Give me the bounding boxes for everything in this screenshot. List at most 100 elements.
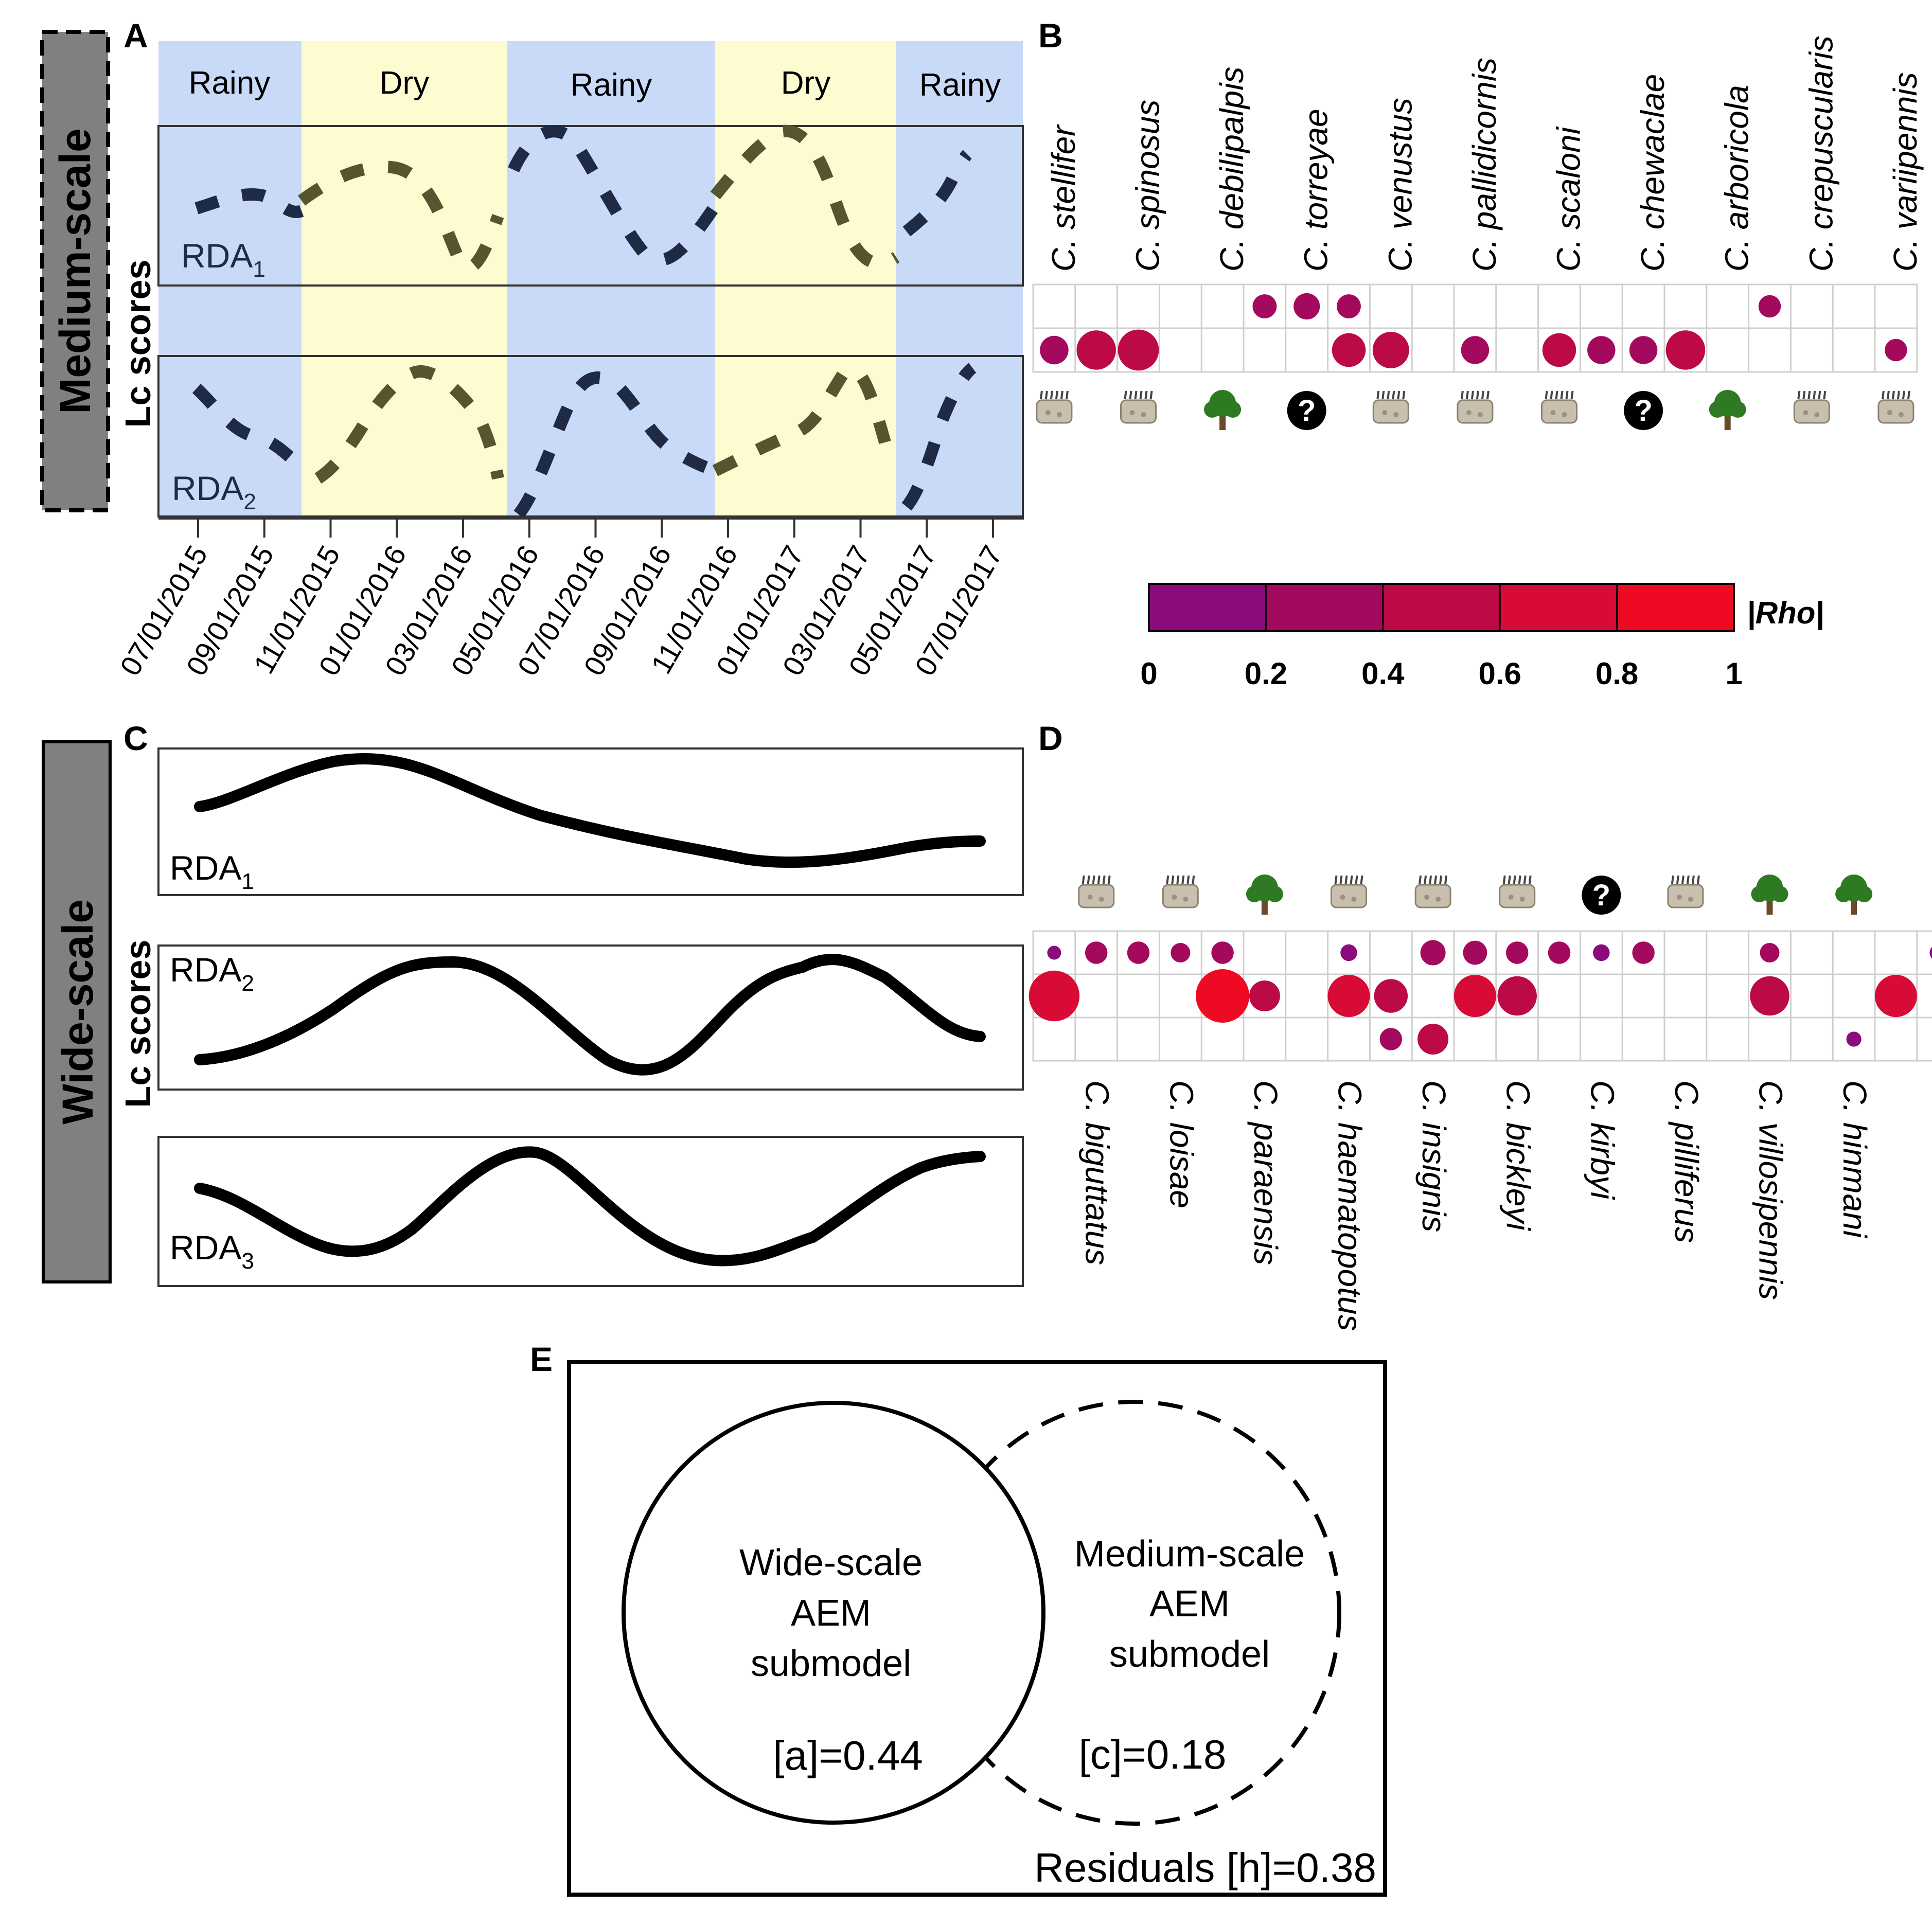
tree-habitat-icon	[1204, 390, 1242, 430]
rda3-label-c: RDA3	[170, 1228, 254, 1274]
season-band-rainy-3	[896, 41, 1023, 516]
ground-habitat-icon	[1162, 875, 1199, 908]
b-dot-r1-c8	[1337, 294, 1361, 318]
d-dot-r1-c15	[1632, 941, 1655, 964]
medium-scale-sidebar	[40, 30, 110, 512]
lc-scores-label-top: Lc scores	[118, 260, 158, 428]
rda1-segment-rainy-3	[902, 150, 972, 237]
panel-letter-c: C	[123, 719, 148, 757]
rda1-segment-rainy-2	[508, 125, 720, 266]
rda2-wide-frame	[157, 944, 1024, 1091]
d-dot-r1-c13	[1548, 941, 1571, 964]
lc-scores-label-bottom: Lc scores	[118, 940, 158, 1108]
species-label-d: C. villosipennis	[1752, 1080, 1789, 1300]
unknown-glyph: ?	[1592, 879, 1610, 912]
a-fraction-label: [a]=0.44	[773, 1733, 923, 1778]
medium-scale-label: Medium-scale	[51, 128, 99, 414]
season-label-2: Dry	[380, 65, 429, 101]
ground-habitat-icon	[1372, 390, 1409, 424]
panel-letter-a: A	[123, 16, 148, 55]
ground-habitat-icon	[1331, 875, 1367, 908]
species-label-d: C. bickleyi	[1500, 1080, 1537, 1231]
panel-d: ? C. biguttatus C. loisae C. paraensis C. h…	[1029, 875, 1932, 1331]
wide-scale-title-line2: AEM	[791, 1593, 871, 1634]
rda1-segment-rainy-1	[194, 188, 304, 218]
species-label-b: C. torreyae	[1298, 109, 1335, 272]
b-dot-r1-c6	[1252, 294, 1277, 318]
d-dot-r2-c8	[1327, 975, 1370, 1017]
wide-scale-title-line3: submodel	[751, 1643, 911, 1684]
d-dot-r2-c18	[1750, 976, 1789, 1016]
medium-scale-title-line1: Medium-scale	[1074, 1533, 1305, 1575]
species-label-d: C. biguttatus	[1079, 1080, 1116, 1265]
panel-b: C. stellifer C. spinosus C. debilipalpis C.…	[1032, 35, 1924, 430]
species-label-d: C. hinmani	[1836, 1080, 1873, 1239]
species-label-b: C. crepuscularis	[1802, 35, 1839, 272]
ground-habitat-icon	[1877, 390, 1915, 424]
d-dot-r2-c1	[1029, 970, 1080, 1022]
panel-letter-e: E	[530, 1340, 553, 1378]
season-label-3: Rainy	[571, 67, 652, 103]
colorbar-cell	[1617, 584, 1734, 631]
rho-colorbar: |Rho| 0 0.2 0.4 0.6 0.8 1	[1140, 583, 1824, 691]
b-dot-r2-c15	[1629, 336, 1658, 364]
rda2-label-c: RDA2	[170, 951, 254, 996]
b-dot-r2-c11	[1461, 336, 1490, 364]
species-label-b: C. stellifer	[1045, 124, 1082, 272]
rda2-segment-rainy-2	[513, 371, 717, 519]
b-dot-r2-c2	[1076, 330, 1116, 370]
species-label-d: C. pilliferus	[1668, 1080, 1705, 1243]
b-dot-r2-c21	[1885, 338, 1907, 362]
d-dot-r1-c5	[1211, 941, 1234, 964]
d-dot-r1-c8	[1340, 944, 1357, 961]
d-dot-r1-c3	[1127, 941, 1150, 964]
colorbar-tick-label: 0.4	[1361, 656, 1405, 691]
d-dot-r2-c12	[1497, 976, 1537, 1016]
rda1-label-c: RDA1	[170, 849, 254, 894]
c-fraction-label: [c]=0.18	[1079, 1732, 1227, 1777]
medium-scale-title-line2: AEM	[1149, 1583, 1230, 1625]
species-label-b: C. debilipalpis	[1213, 67, 1250, 272]
unknown-habitat-icon: ?	[1624, 391, 1663, 430]
rda1-segment-dry-2	[710, 124, 900, 270]
residuals-label: Residuals [h]=0.38	[1034, 1845, 1376, 1891]
wide-scale-circle	[622, 1401, 1045, 1825]
rda2-label-a: RDA2	[172, 469, 256, 514]
panel-letter-b: B	[1038, 16, 1063, 55]
d-dot-r2-c9	[1374, 979, 1408, 1013]
rda1-label-a: RDA1	[181, 237, 265, 282]
d-dot-r1-c2	[1085, 941, 1108, 964]
colorbar-cell	[1500, 584, 1618, 631]
species-label-b: C. variipennis	[1887, 72, 1924, 272]
b-dot-r1-c7	[1293, 293, 1320, 320]
ground-habitat-icon	[1793, 390, 1830, 424]
b-dot-r2-c13	[1542, 333, 1576, 367]
ground-habitat-icon	[1499, 875, 1536, 908]
species-label-d: C. insignis	[1415, 1080, 1452, 1232]
b-dot-r2-c8	[1332, 333, 1366, 367]
tree-habitat-icon	[1751, 875, 1788, 915]
d-dot-r1-c18	[1760, 943, 1780, 962]
panel-letter-d: D	[1038, 719, 1063, 757]
species-label-b: C. scaloni	[1550, 126, 1587, 272]
species-label-b: C. spinosus	[1129, 100, 1166, 272]
unknown-glyph: ?	[1298, 394, 1316, 427]
rda2-segment-rainy-1	[192, 384, 305, 471]
unknown-habitat-icon: ?	[1287, 391, 1326, 430]
ground-habitat-icon	[1667, 875, 1704, 908]
species-label-d: C. kirbyi	[1584, 1080, 1621, 1200]
unknown-habitat-icon: ?	[1582, 876, 1621, 915]
b-dot-r2-c14	[1587, 336, 1616, 364]
species-label-b: C. arboricola	[1718, 85, 1756, 272]
b-dot-r2-c16	[1665, 330, 1706, 370]
colorbar-cell	[1149, 584, 1267, 631]
colorbar-tick-label: 0.2	[1245, 656, 1287, 691]
panel-a-chart: Rainy Dry Rainy Dry Rainy RDA1 RDA2 07/0…	[114, 41, 1024, 681]
d-dot-r1-c11	[1463, 940, 1487, 965]
tree-habitat-icon	[1246, 875, 1283, 915]
colorbar-cell	[1382, 584, 1501, 631]
rda3-wide-line	[194, 1146, 986, 1267]
season-band-dry-1	[302, 41, 507, 516]
d-dot-r1-c14	[1593, 944, 1610, 961]
